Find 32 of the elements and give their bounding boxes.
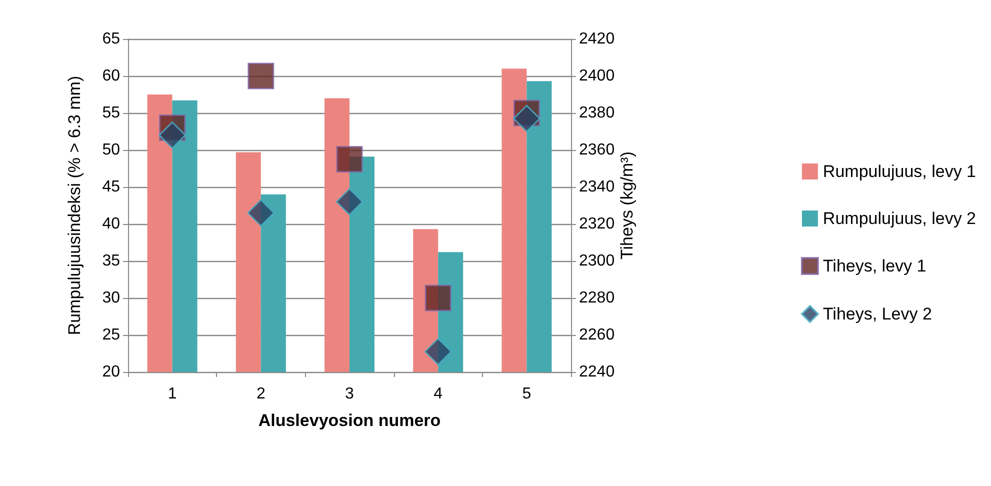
x-tick-label: 2 [256,386,266,402]
y2-axis-title: Tiheys (kg/m³) [617,152,636,260]
y2-tick-label: 2340 [579,178,615,196]
y-tick-label: 65 [102,30,120,48]
y2-tick-label: 2320 [579,216,615,232]
y2-tick-label: 2360 [579,142,615,158]
y2-tick-label: 2240 [579,364,615,380]
y-tick-label: 40 [102,216,120,232]
legend-label: Rumpulujuus, levy 2 [822,209,976,228]
y-tick-label: 55 [102,104,120,122]
y2-tick-label: 2420 [579,30,615,48]
legend-label: Rumpulujuus, levy 1 [822,162,976,181]
y2-tick-label: 2400 [579,68,615,84]
y-tick-label: 35 [102,252,120,270]
y-tick-label: 50 [102,142,120,158]
y2-tick-label: 2260 [579,326,615,344]
x-tick-label: 4 [434,386,443,402]
y-tick-label: 45 [102,178,120,196]
x-tick-label: 1 [168,386,177,402]
x-tick-label: 3 [345,386,354,402]
y-tick-label: 25 [102,326,120,344]
y-axis-title: Rumpulujuusindeksi (% > 6.3 mm) [65,76,84,336]
y2-tick-label: 2280 [579,290,615,306]
x-axis-title: Aluslevyosion numero [258,411,441,430]
y-tick-label: 20 [102,364,120,380]
legend-label: Tiheys, levy 1 [822,256,926,276]
y-tick-label: 60 [102,68,120,84]
x-tick-label: 5 [522,386,532,402]
y-tick-label: 30 [102,290,120,306]
y2-tick-label: 2380 [579,104,615,122]
y2-tick-label: 2300 [579,252,615,270]
legend-label: Tiheys, Levy 2 [822,304,932,324]
